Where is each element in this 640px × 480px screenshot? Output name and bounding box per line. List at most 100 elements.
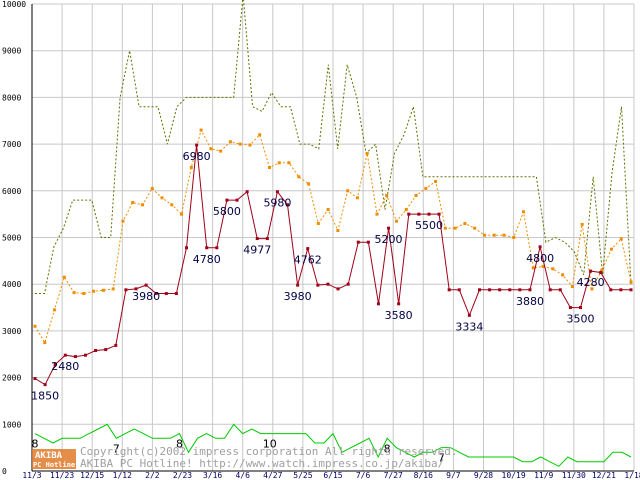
marker-avg xyxy=(131,200,135,204)
marker-min xyxy=(296,283,300,287)
marker-min xyxy=(417,212,421,216)
marker-avg xyxy=(228,140,232,144)
x-tick-label: 4/27 xyxy=(263,471,282,480)
marker-avg xyxy=(33,324,37,328)
marker-avg xyxy=(336,228,340,232)
marker-avg xyxy=(150,186,154,190)
marker-min xyxy=(185,246,189,250)
data-label: 5200 xyxy=(375,233,403,246)
marker-avg xyxy=(160,196,164,200)
marker-min xyxy=(498,288,502,292)
data-label: 2480 xyxy=(51,360,79,373)
marker-min xyxy=(124,288,128,292)
y-tick-label: 7000 xyxy=(2,140,21,149)
marker-min xyxy=(427,212,431,216)
x-tick-label: 1/12 xyxy=(113,471,132,480)
marker-avg xyxy=(365,151,369,155)
marker-min xyxy=(467,313,471,317)
x-tick-label: 2/2 xyxy=(145,471,160,480)
marker-min xyxy=(63,353,67,357)
data-label: 3980 xyxy=(284,290,312,303)
y-tick-label: 10000 xyxy=(2,0,26,9)
marker-avg xyxy=(590,287,594,291)
y-tick-label: 8000 xyxy=(2,93,21,102)
y-tick-label: 6000 xyxy=(2,187,21,196)
marker-avg xyxy=(180,212,184,216)
x-tick-label: 11/23 xyxy=(50,471,74,480)
y-tick-label: 1000 xyxy=(2,420,21,429)
marker-min xyxy=(134,287,138,291)
marker-avg xyxy=(121,219,125,223)
marker-avg xyxy=(170,203,174,207)
marker-min xyxy=(286,203,290,207)
marker-avg xyxy=(92,289,96,293)
marker-min xyxy=(144,283,148,287)
y-tick-label: 5000 xyxy=(2,234,21,243)
marker-avg xyxy=(326,207,330,211)
marker-avg xyxy=(531,266,535,270)
x-tick-label: 11/30 xyxy=(562,471,586,480)
marker-min xyxy=(558,288,562,292)
watermark-badge-bottom: PC Hotline xyxy=(33,461,75,469)
marker-avg xyxy=(287,161,291,165)
marker-min xyxy=(548,288,552,292)
marker-avg xyxy=(463,221,467,225)
marker-min xyxy=(275,190,279,194)
marker-min xyxy=(599,271,603,275)
data-label: 3500 xyxy=(566,313,594,326)
data-label: 5980 xyxy=(263,197,291,210)
marker-min xyxy=(437,212,441,216)
marker-avg xyxy=(72,291,76,295)
marker-min xyxy=(255,237,259,241)
data-label: 3580 xyxy=(385,309,413,322)
marker-min xyxy=(174,292,178,296)
marker-avg xyxy=(629,280,633,284)
marker-avg xyxy=(570,285,574,289)
marker-avg xyxy=(609,247,613,251)
marker-avg xyxy=(62,275,66,279)
marker-min xyxy=(376,302,380,306)
marker-min xyxy=(619,288,623,292)
marker-avg xyxy=(434,179,438,183)
x-tick-label: 11/3 xyxy=(22,471,41,480)
marker-min xyxy=(447,288,451,292)
data-label: 1850 xyxy=(31,390,59,403)
watermark-badge xyxy=(32,449,76,469)
marker-min xyxy=(457,288,461,292)
marker-min xyxy=(568,306,572,310)
marker-min xyxy=(397,302,401,306)
marker-avg xyxy=(395,219,399,223)
x-tick-label: 3/16 xyxy=(203,471,222,480)
marker-avg xyxy=(53,308,57,312)
marker-min xyxy=(245,190,249,194)
marker-min xyxy=(407,212,411,216)
count-label: 8 xyxy=(176,438,183,451)
marker-min xyxy=(609,288,613,292)
marker-min xyxy=(366,240,370,244)
marker-min xyxy=(477,288,481,292)
marker-avg xyxy=(414,193,418,197)
y-tick-label: 4000 xyxy=(2,280,21,289)
data-label: 3880 xyxy=(516,295,544,308)
marker-avg xyxy=(140,203,144,207)
marker-min xyxy=(387,226,391,230)
marker-min xyxy=(73,355,77,359)
y-axis: 0 1000 2000 3000 4000 5000 6000 7000 8000 9000 100… xyxy=(2,0,33,476)
x-tick-label: 12/15 xyxy=(80,471,104,480)
marker-min xyxy=(195,143,199,147)
series-line-min xyxy=(34,144,631,386)
marker-min xyxy=(528,288,532,292)
x-tick-label: 8/16 xyxy=(414,471,433,480)
marker-min xyxy=(114,343,118,347)
marker-avg xyxy=(307,182,311,186)
marker-min xyxy=(578,306,582,310)
y-tick-label: 2000 xyxy=(2,374,21,383)
marker-avg xyxy=(277,161,281,165)
marker-min xyxy=(84,353,88,357)
y-tick-label: 3000 xyxy=(2,327,21,336)
marker-avg xyxy=(82,292,86,296)
x-tick-label: 12/21 xyxy=(592,471,616,480)
marker-min xyxy=(346,282,350,286)
